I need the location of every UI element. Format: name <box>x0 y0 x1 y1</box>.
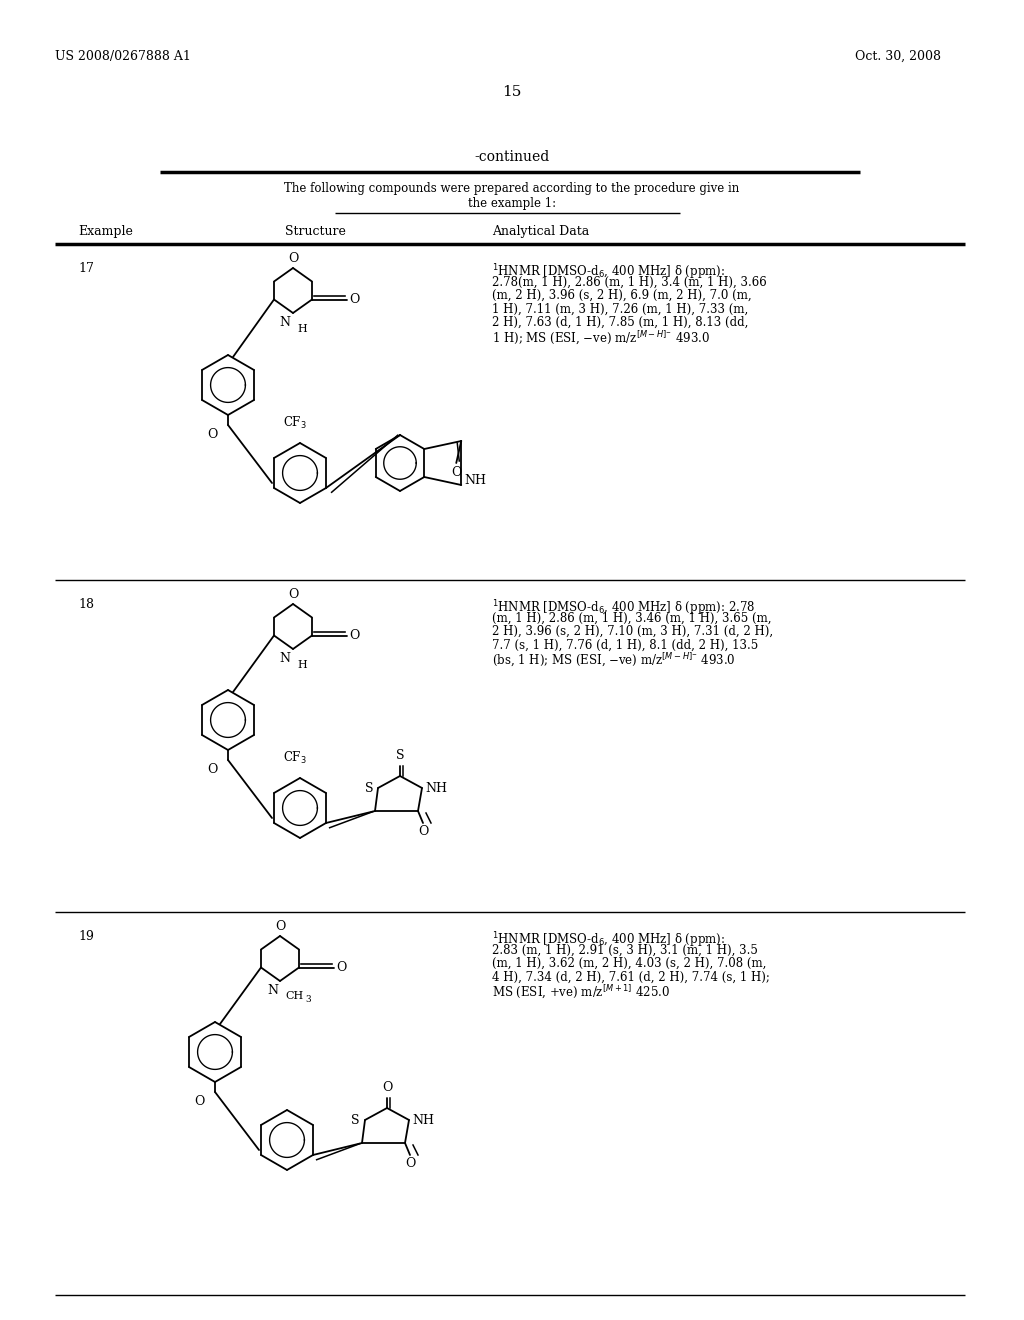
Text: NH: NH <box>412 1114 434 1126</box>
Text: 18: 18 <box>78 598 94 611</box>
Text: $^{1}$HNMR [DMSO-d$_{6}$, 400 MHz] δ (ppm): 2.78: $^{1}$HNMR [DMSO-d$_{6}$, 400 MHz] δ (pp… <box>492 598 756 618</box>
Text: O: O <box>208 428 218 441</box>
Text: O: O <box>208 763 218 776</box>
Text: O: O <box>288 252 298 265</box>
Text: The following compounds were prepared according to the procedure give in: The following compounds were prepared ac… <box>285 182 739 195</box>
Text: 4 H), 7.34 (d, 2 H), 7.61 (d, 2 H), 7.74 (s, 1 H);: 4 H), 7.34 (d, 2 H), 7.61 (d, 2 H), 7.74… <box>492 970 770 983</box>
Text: 1 H), 7.11 (m, 3 H), 7.26 (m, 1 H), 7.33 (m,: 1 H), 7.11 (m, 3 H), 7.26 (m, 1 H), 7.33… <box>492 302 749 315</box>
Text: S: S <box>365 781 373 795</box>
Text: O: O <box>382 1081 392 1094</box>
Text: (m, 1 H), 2.86 (m, 1 H), 3.46 (m, 1 H), 3.65 (m,: (m, 1 H), 2.86 (m, 1 H), 3.46 (m, 1 H), … <box>492 611 771 624</box>
Text: H: H <box>297 660 307 671</box>
Text: O: O <box>288 587 298 601</box>
Text: Structure: Structure <box>285 224 346 238</box>
Text: O: O <box>349 293 359 306</box>
Text: S: S <box>395 748 404 762</box>
Text: H: H <box>297 323 307 334</box>
Text: CH: CH <box>285 991 303 1001</box>
Text: $^{1}$HNMR [DMSO-d$_{6}$, 400 MHz] δ (ppm):: $^{1}$HNMR [DMSO-d$_{6}$, 400 MHz] δ (pp… <box>492 931 725 949</box>
Text: $^{1}$HNMR [DMSO-d$_{6}$, 400 MHz] δ (ppm):: $^{1}$HNMR [DMSO-d$_{6}$, 400 MHz] δ (pp… <box>492 261 725 281</box>
Text: CF$_3$: CF$_3$ <box>283 750 307 766</box>
Text: 3: 3 <box>305 995 310 1005</box>
Text: NH: NH <box>425 781 447 795</box>
Text: 17: 17 <box>78 261 94 275</box>
Text: O: O <box>195 1096 205 1107</box>
Text: Analytical Data: Analytical Data <box>492 224 589 238</box>
Text: CF$_3$: CF$_3$ <box>283 414 307 432</box>
Text: (m, 1 H), 3.62 (m, 2 H), 4.03 (s, 2 H), 7.08 (m,: (m, 1 H), 3.62 (m, 2 H), 4.03 (s, 2 H), … <box>492 957 766 970</box>
Text: Oct. 30, 2008: Oct. 30, 2008 <box>855 50 941 63</box>
Text: O: O <box>349 630 359 642</box>
Text: 2.83 (m, 1 H), 2.91 (s, 3 H), 3.1 (m, 1 H), 3.5: 2.83 (m, 1 H), 2.91 (s, 3 H), 3.1 (m, 1 … <box>492 944 758 957</box>
Text: 19: 19 <box>78 931 94 942</box>
Text: the example 1:: the example 1: <box>468 197 556 210</box>
Text: N: N <box>267 983 278 997</box>
Text: S: S <box>351 1114 360 1126</box>
Text: 1 H); MS (ESI, −ve) m/z$^{[M-H]^{-}}$ 493.0: 1 H); MS (ESI, −ve) m/z$^{[M-H]^{-}}$ 49… <box>492 330 710 347</box>
Text: Example: Example <box>78 224 133 238</box>
Text: 2.78(m, 1 H), 2.86 (m, 1 H), 3.4 (m, 1 H), 3.66: 2.78(m, 1 H), 2.86 (m, 1 H), 3.4 (m, 1 H… <box>492 276 767 289</box>
Text: O: O <box>451 466 462 479</box>
Text: O: O <box>418 825 428 838</box>
Text: N: N <box>279 315 290 329</box>
Text: 2 H), 3.96 (s, 2 H), 7.10 (m, 3 H), 7.31 (d, 2 H),: 2 H), 3.96 (s, 2 H), 7.10 (m, 3 H), 7.31… <box>492 624 773 638</box>
Text: (m, 2 H), 3.96 (s, 2 H), 6.9 (m, 2 H), 7.0 (m,: (m, 2 H), 3.96 (s, 2 H), 6.9 (m, 2 H), 7… <box>492 289 752 302</box>
Text: US 2008/0267888 A1: US 2008/0267888 A1 <box>55 50 190 63</box>
Text: -continued: -continued <box>474 150 550 164</box>
Text: (bs, 1 H); MS (ESI, −ve) m/z$^{[M-H]^{-}}$ 493.0: (bs, 1 H); MS (ESI, −ve) m/z$^{[M-H]^{-}… <box>492 652 735 669</box>
Text: N: N <box>279 652 290 665</box>
Text: 2 H), 7.63 (d, 1 H), 7.85 (m, 1 H), 8.13 (dd,: 2 H), 7.63 (d, 1 H), 7.85 (m, 1 H), 8.13… <box>492 315 749 329</box>
Text: O: O <box>274 920 286 933</box>
Text: O: O <box>404 1158 415 1170</box>
Text: MS (ESI, +ve) m/z$^{[M+1]}$ 425.0: MS (ESI, +ve) m/z$^{[M+1]}$ 425.0 <box>492 983 670 1002</box>
Text: NH: NH <box>464 474 486 487</box>
Text: 7.7 (s, 1 H), 7.76 (d, 1 H), 8.1 (dd, 2 H), 13.5: 7.7 (s, 1 H), 7.76 (d, 1 H), 8.1 (dd, 2 … <box>492 639 758 652</box>
Text: 15: 15 <box>503 84 521 99</box>
Text: O: O <box>336 961 346 974</box>
